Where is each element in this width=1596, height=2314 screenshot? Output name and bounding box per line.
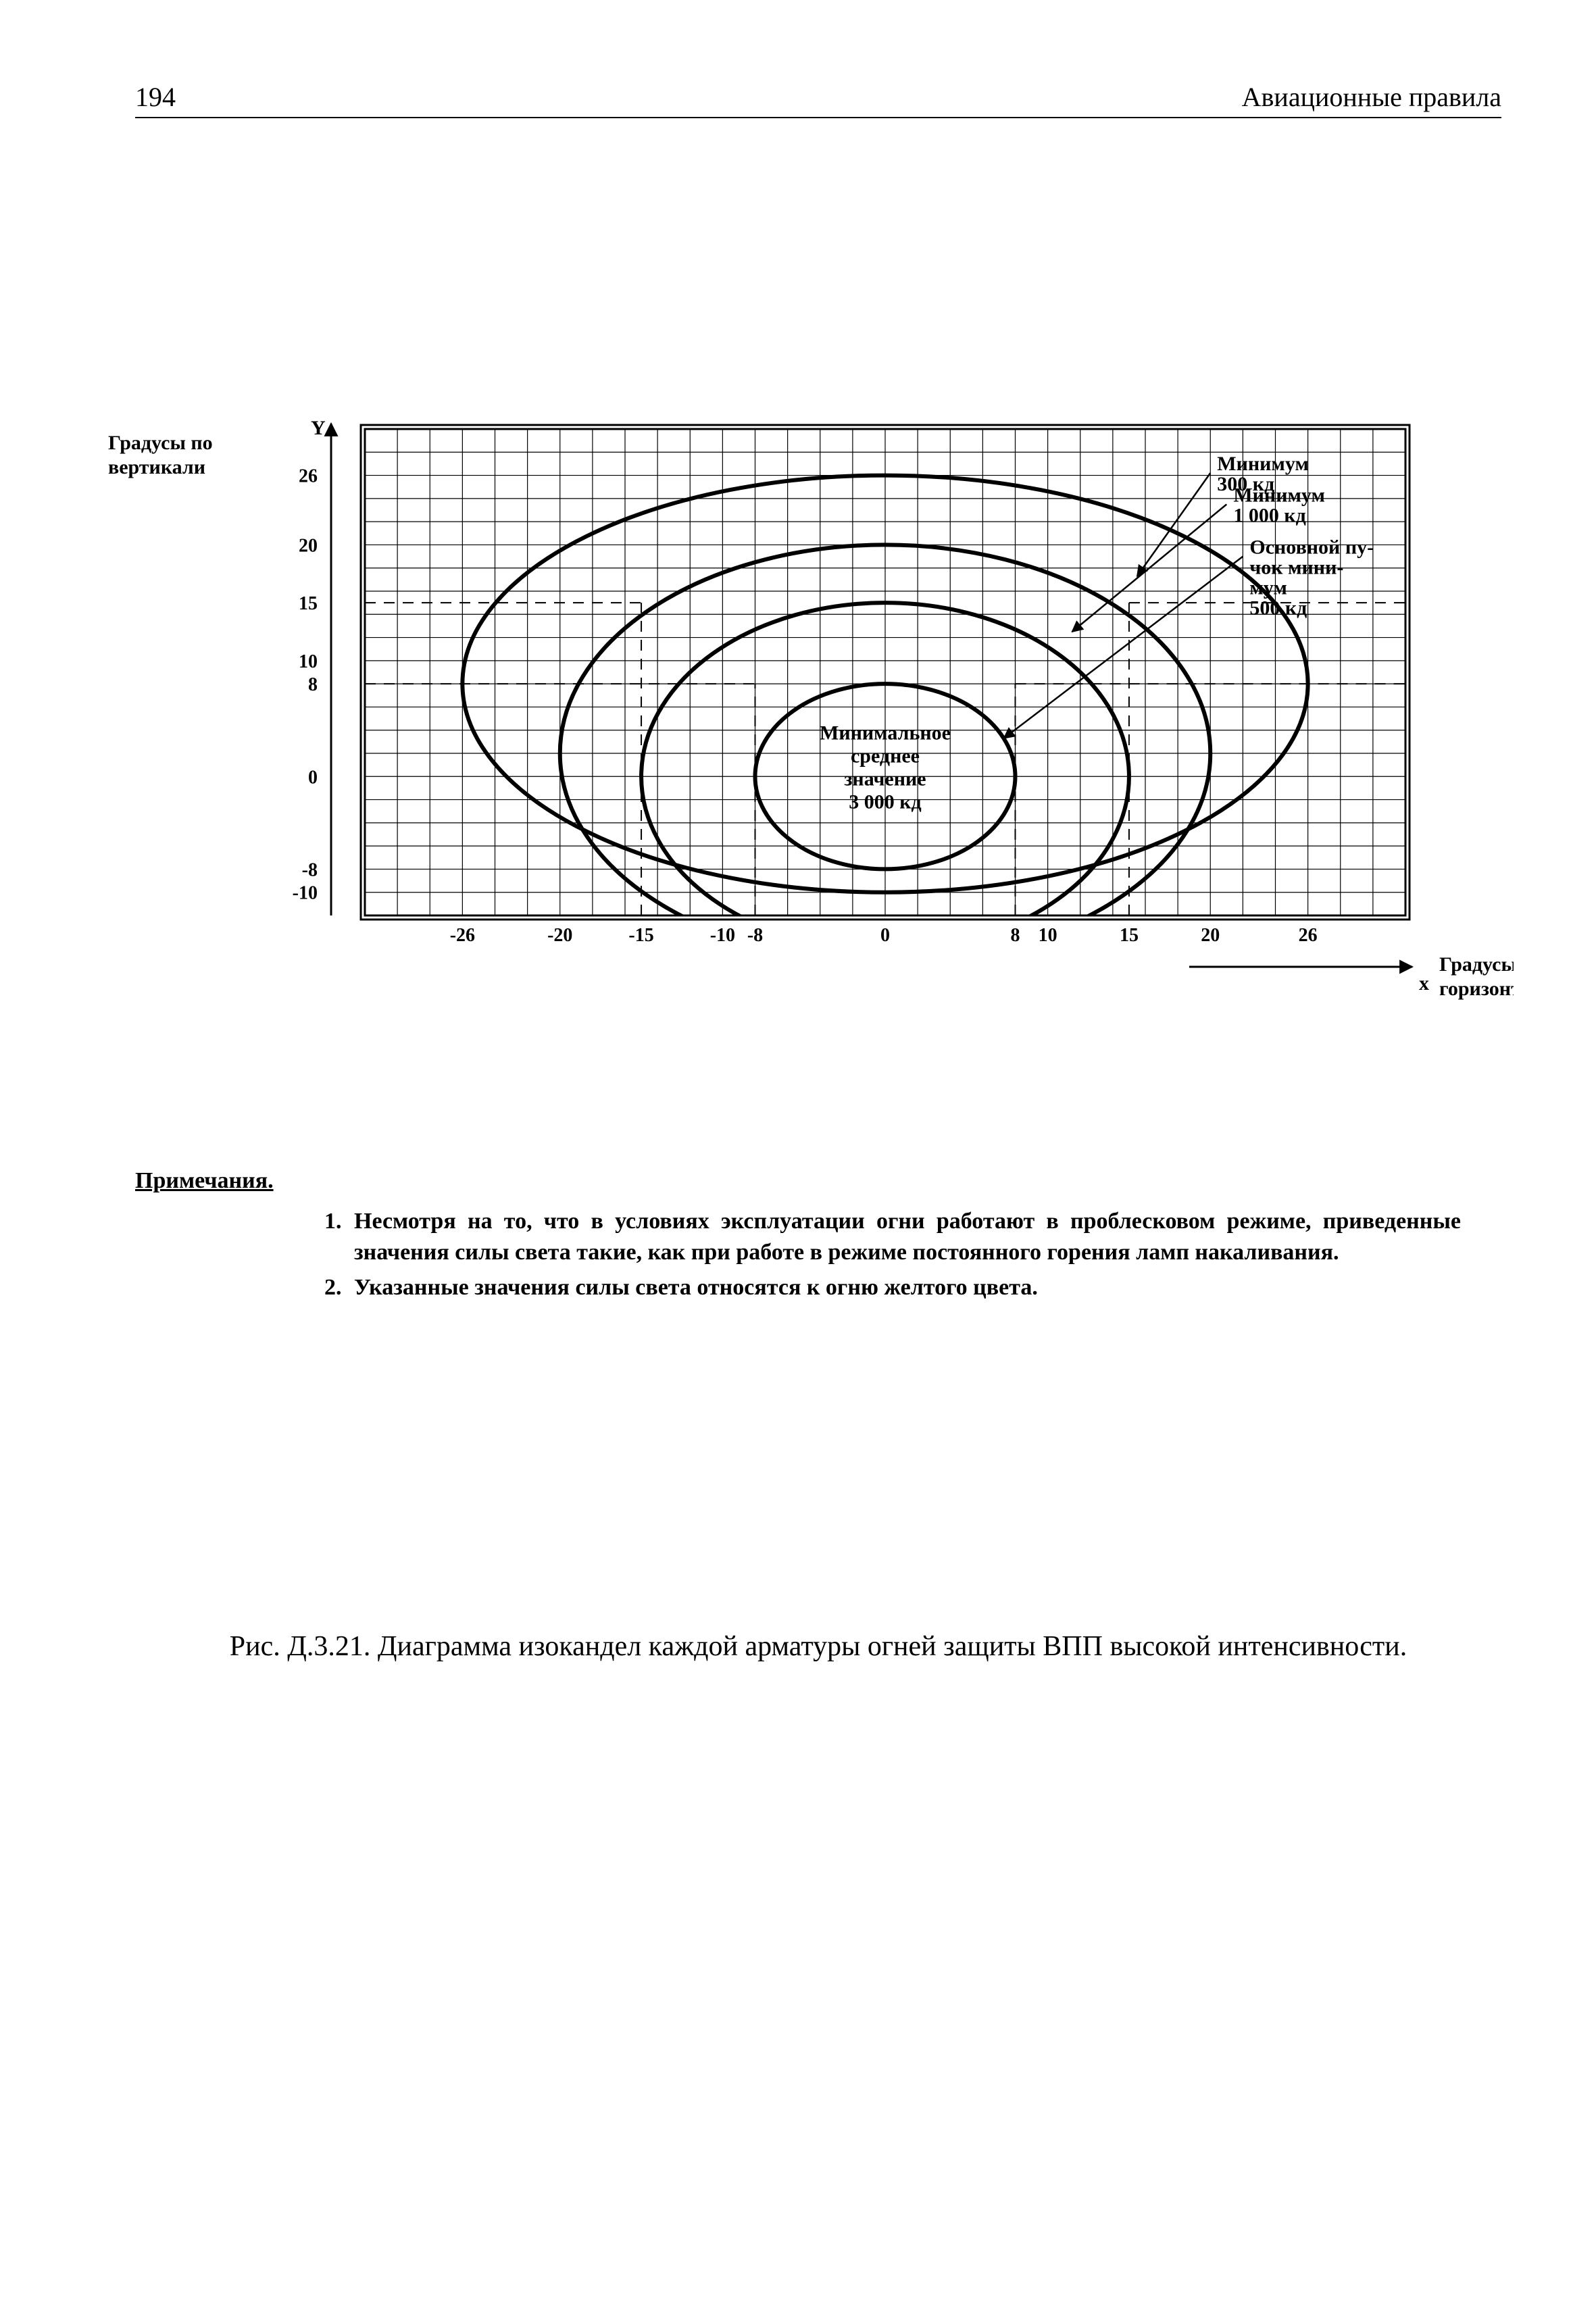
svg-text:1 000 кд: 1 000 кд <box>1233 504 1305 526</box>
svg-text:-8: -8 <box>747 925 763 946</box>
svg-text:20: 20 <box>299 535 318 556</box>
svg-text:чок мини-: чок мини- <box>1249 557 1343 579</box>
page-header: 194 Авиационные правила <box>135 81 1501 118</box>
svg-text:Минимум: Минимум <box>1217 453 1309 475</box>
note-text: Указанные значения силы света относятся … <box>354 1272 1461 1303</box>
svg-text:-15: -15 <box>628 925 653 946</box>
svg-text:8: 8 <box>1011 925 1020 946</box>
svg-text:-10: -10 <box>293 883 318 904</box>
svg-text:15: 15 <box>299 593 318 614</box>
svg-text:-20: -20 <box>547 925 572 946</box>
svg-text:15: 15 <box>1120 925 1139 946</box>
header-title: Авиационные правила <box>1242 81 1501 113</box>
svg-text:500 кд: 500 кд <box>1249 597 1307 620</box>
svg-text:Основной пу-: Основной пу- <box>1249 536 1374 559</box>
note-number: 1. <box>324 1206 354 1268</box>
svg-text:мум: мум <box>1249 577 1287 599</box>
svg-text:значение: значение <box>844 768 926 790</box>
svg-text:вертикали: вертикали <box>108 456 205 478</box>
note-item: 2. Указанные значения силы света относят… <box>324 1272 1461 1303</box>
svg-text:-8: -8 <box>302 859 318 880</box>
svg-text:8: 8 <box>308 674 318 695</box>
svg-text:x: x <box>1419 972 1429 995</box>
svg-text:горизонтали: горизонтали <box>1439 978 1514 1000</box>
note-number: 2. <box>324 1272 354 1303</box>
svg-text:26: 26 <box>1299 925 1318 946</box>
svg-text:0: 0 <box>880 925 890 946</box>
svg-text:среднее: среднее <box>851 745 920 767</box>
svg-text:Минимальное: Минимальное <box>820 722 951 744</box>
isocandela-chart: Минимальноесреднеезначение3 000 кд Миниму… <box>95 402 1514 1010</box>
svg-text:20: 20 <box>1201 925 1220 946</box>
figure-caption: Рис. Д.3.21. Диаграмма изокандел каждой … <box>135 1628 1501 1666</box>
svg-text:Минимум: Минимум <box>1233 484 1325 506</box>
svg-text:Y: Y <box>311 417 326 439</box>
svg-text:10: 10 <box>299 651 318 672</box>
svg-text:-10: -10 <box>710 925 735 946</box>
note-text: Несмотря на то, что в условиях эксплуата… <box>354 1206 1461 1268</box>
page-number: 194 <box>135 81 176 113</box>
notes-block: Примечания. 1. Несмотря на то, что в усл… <box>135 1165 1501 1303</box>
svg-text:3 000 кд: 3 000 кд <box>849 790 921 813</box>
svg-text:0: 0 <box>308 767 318 788</box>
note-item: 1. Несмотря на то, что в условиях эксплу… <box>324 1206 1461 1268</box>
svg-text:-26: -26 <box>450 925 475 946</box>
notes-heading: Примечания. <box>135 1165 1501 1197</box>
svg-text:10: 10 <box>1039 925 1057 946</box>
svg-text:Градусы по: Градусы по <box>1439 953 1514 976</box>
svg-text:Градусы по: Градусы по <box>108 432 213 454</box>
notes-list: 1. Несмотря на то, что в условиях эксплу… <box>324 1206 1461 1303</box>
svg-text:26: 26 <box>299 466 318 487</box>
